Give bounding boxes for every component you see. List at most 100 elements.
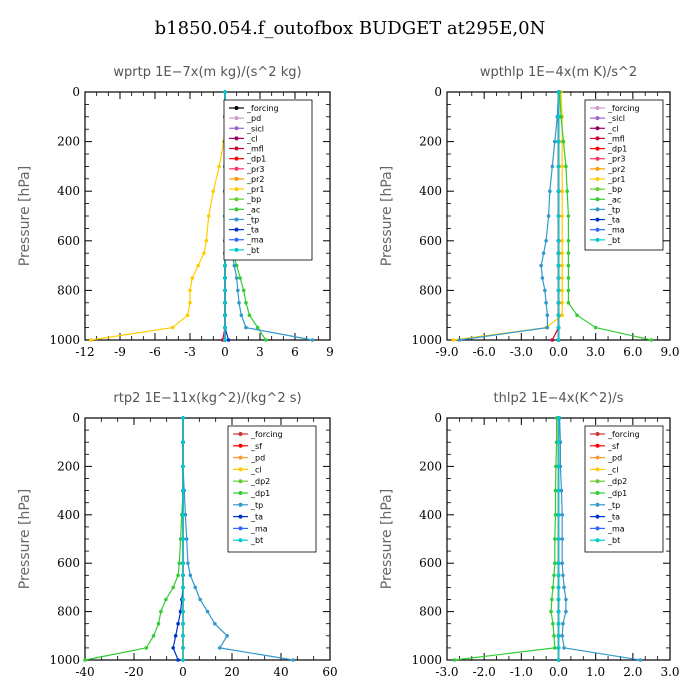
legend-label: _pd [250,454,265,463]
legend-label: _bt [246,246,259,255]
series-point [560,189,565,193]
series-point [556,464,561,469]
series-point [560,164,565,169]
series-point [556,561,561,565]
legend-marker [234,176,239,181]
series-point [156,621,161,626]
legend-label: _tp [607,205,620,214]
series-point [196,263,200,268]
series-point [541,251,546,255]
series-point [223,276,227,280]
legend-marker [234,146,239,151]
series-point [560,288,565,293]
series-point [89,338,93,342]
x-tick-label: -40 [75,665,94,679]
series-point [560,537,565,541]
legend-label: _pr3 [607,155,625,164]
series-point [159,609,163,614]
series-point [177,561,182,565]
series-point [562,585,566,590]
series-point [310,338,315,342]
series-point [560,251,565,255]
series-point [83,658,87,662]
y-tick-label: 1000 [411,333,442,347]
series-point [543,288,547,293]
legend-marker [238,526,243,531]
series-point [198,597,202,602]
series-point [173,634,178,638]
series-point [181,440,185,445]
series-point [638,658,643,662]
legend-marker [234,187,239,192]
series-point [556,139,561,144]
series-point [556,325,561,330]
series-point [556,338,561,342]
x-tick-label: 3 [256,345,264,359]
legend-marker [595,538,600,543]
legend-marker [234,126,239,131]
series-point [181,646,185,650]
legend-label: _forcing [607,430,640,439]
chart-panel-0: wprtp 1E−7x(m kg)/(s^2 kg) Pressure [hPa]… [17,65,334,359]
series-point [239,313,244,318]
series-point [560,239,565,243]
series-point [649,338,654,342]
series-point [181,416,185,420]
series-point [548,189,552,193]
series-point [223,338,227,342]
x-tick-label: 0.0 [549,345,568,359]
legend-marker [238,432,243,436]
series-point [556,276,561,280]
chart-panel-1: wpthlp 1E−4x(m K)/s^2 Pressure [hPa] -9.0 -… [379,65,680,359]
series-point [549,609,553,614]
y-tick-label: 800 [419,283,442,297]
chart-title: rtp2 1E−11x(kg^2)/(kg^2 s) [113,391,301,406]
series-point [181,621,185,626]
series-point [556,634,561,638]
legend-label: _tp [246,215,259,224]
series-point [560,561,565,565]
y-tick-label: 200 [419,459,442,473]
series-point [556,90,561,94]
series-point [545,313,550,318]
series-point [556,164,561,169]
legend-marker [234,217,239,222]
y-tick-label: 800 [57,605,80,619]
series-point [556,214,561,218]
y-tick-label: 0 [72,411,80,425]
legend-marker [238,467,243,472]
x-tick-label: -9.0 [435,345,458,359]
legend-marker [595,455,600,460]
series-point [561,573,565,578]
x-tick-label: -3.0 [435,665,458,679]
series-point [566,251,571,255]
series-point [170,325,175,330]
series-point [560,313,565,318]
legend-marker [238,502,243,507]
series-point [560,301,565,305]
x-tick-label: 6 [291,345,299,359]
legend-label: _ta [250,513,263,522]
series-point [540,276,545,280]
legend-label: _dp1 [607,145,627,154]
series-point [264,338,268,342]
series-point [204,239,209,243]
legend-marker [595,136,600,141]
series-point [556,189,561,193]
series-point [244,301,248,305]
y-tick-label: 1000 [411,653,442,667]
series-point [539,263,543,268]
series-point [223,301,227,305]
series-point [551,585,555,590]
legend-marker [234,166,239,171]
legend-label: _dp2 [607,477,627,486]
series-point [193,585,198,590]
series-point [556,263,561,268]
legend-label: _pd [607,454,622,463]
legend-label: _dp1 [607,489,627,498]
legend-marker [595,432,600,436]
series-point [255,325,260,330]
y-tick-label: 1000 [49,653,80,667]
series-point [593,325,598,330]
